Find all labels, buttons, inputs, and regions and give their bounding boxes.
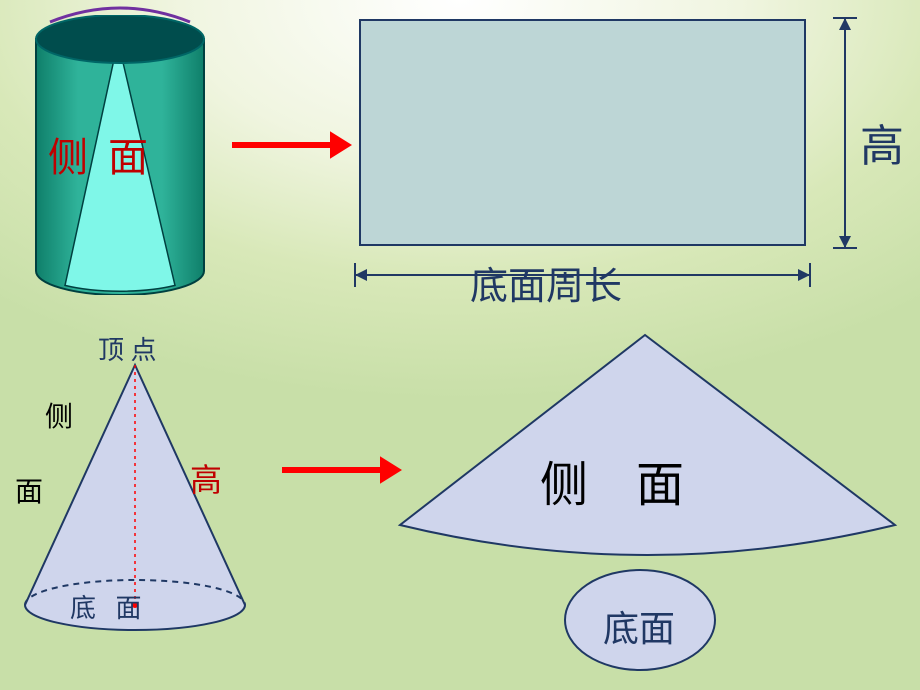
cone-apex-label: 顶 点 [98, 330, 157, 367]
base-ellipse-label: 底面 [603, 600, 675, 652]
cone-base-label: 底 面 [70, 588, 142, 625]
cone-height-label: 高 [190, 455, 222, 501]
width-dimension-label: 底面周长 [470, 255, 622, 310]
cone-side-label-1: 侧 [45, 395, 73, 435]
cone-unrolled-label: 侧 面 [540, 445, 684, 515]
unrolled-rectangle [358, 18, 807, 247]
arrow-cone-to-sector [280, 448, 406, 492]
arrow-cylinder-to-rect [230, 123, 356, 167]
cylinder-side-label: 侧 面 [48, 125, 148, 183]
height-dimension-line [830, 8, 860, 258]
cone-side-label-2: 面 [15, 470, 43, 510]
height-dimension-label: 高 [860, 110, 904, 174]
